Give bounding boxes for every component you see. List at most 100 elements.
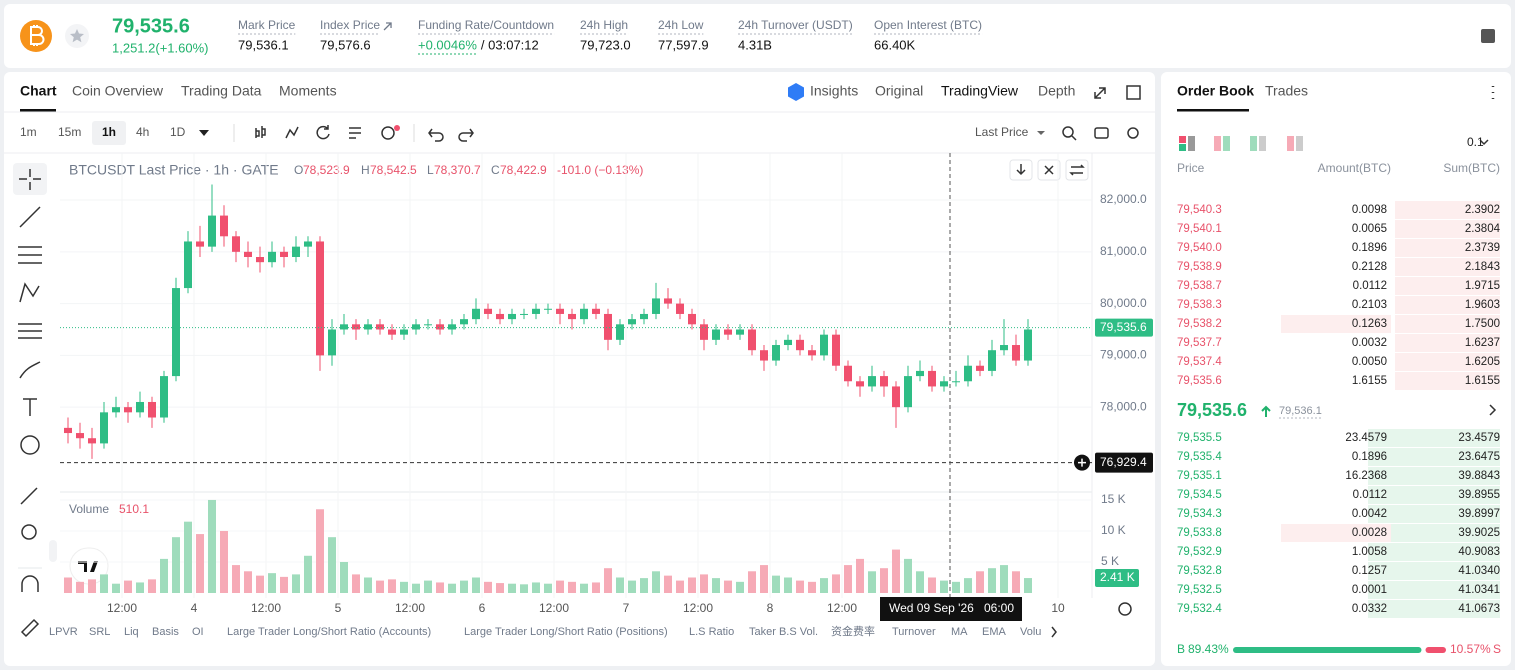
ob-price[interactable]: 79,537.7 (1177, 337, 1222, 349)
icon[interactable] (1214, 136, 1221, 151)
candles-icon[interactable] (255, 126, 266, 138)
ob-price[interactable]: 79,532.9 (1177, 546, 1222, 558)
dropdown-arrow[interactable] (199, 130, 209, 136)
add-icon[interactable] (381, 126, 395, 140)
stat-label[interactable]: Mark Price (238, 18, 296, 32)
indicator[interactable]: L.S Ratio (689, 626, 734, 638)
ob-price[interactable]: 79,532.5 (1177, 584, 1222, 596)
ob-price[interactable]: 79,535.1 (1177, 470, 1222, 482)
ob-price[interactable]: 79,535.4 (1177, 451, 1222, 463)
ob-price[interactable]: 79,535.5 (1177, 432, 1222, 444)
scroll-arrow[interactable] (1051, 626, 1057, 638)
stat-label[interactable]: Index Price (320, 18, 380, 32)
ob-price[interactable]: 79,540.0 (1177, 242, 1222, 254)
undo-icon[interactable] (428, 128, 444, 142)
indicator[interactable]: EMA (982, 626, 1007, 638)
ruler-tool[interactable] (20, 487, 38, 505)
emoji-tool[interactable] (20, 435, 40, 455)
collapse-handle[interactable] (49, 540, 57, 562)
brush-tool[interactable] (19, 361, 41, 379)
indicator[interactable]: Liq (124, 626, 139, 638)
indicator[interactable]: Basis (152, 626, 179, 638)
interval[interactable]: 15m (58, 125, 81, 139)
indicator[interactable]: 资金费率 (831, 624, 875, 638)
toolbar-icons (255, 125, 1139, 142)
view-tab[interactable]: Insights (810, 83, 858, 99)
button[interactable] (1065, 159, 1089, 181)
indicator[interactable]: Taker B.S Vol. (749, 626, 818, 638)
indicator[interactable]: LPVR (49, 626, 78, 638)
stat-label[interactable]: Funding Rate/Countdown (418, 18, 554, 32)
interval[interactable]: 1h (102, 125, 116, 139)
icon[interactable] (1250, 136, 1257, 151)
magnet-tool[interactable] (21, 575, 39, 592)
window-icon[interactable] (1126, 85, 1141, 100)
icon[interactable] (1179, 136, 1186, 143)
expand-icon[interactable] (1094, 87, 1106, 99)
indicator[interactable]: Large Trader Long/Short Ratio (Accounts) (227, 626, 431, 638)
edit-tool[interactable] (20, 618, 40, 638)
ob-price[interactable]: 79,532.8 (1177, 565, 1222, 577)
crosshair-tool[interactable] (19, 169, 41, 190)
ob-tab[interactable]: Order Book (1177, 83, 1254, 99)
ob-price[interactable]: 79,534.5 (1177, 489, 1222, 501)
ob-price[interactable]: 79,534.3 (1177, 508, 1222, 520)
template-icon[interactable] (349, 127, 361, 139)
redo-icon[interactable] (458, 128, 474, 142)
view-tab[interactable]: Original (875, 83, 923, 99)
pattern-tool[interactable] (19, 282, 40, 303)
icon[interactable] (1287, 136, 1294, 151)
camera-icon[interactable] (1094, 127, 1109, 139)
ob-price[interactable]: 79,538.2 (1177, 318, 1222, 330)
ai-icon[interactable] (788, 83, 804, 101)
chart-tab[interactable]: Trading Data (181, 83, 262, 99)
interval[interactable]: 1D (170, 125, 186, 139)
stat-label[interactable]: 24h Low (658, 18, 704, 32)
ob-price[interactable]: 79,538.9 (1177, 261, 1222, 273)
stat-label[interactable]: 24h Turnover (USDT) (738, 18, 853, 32)
chevron[interactable] (1489, 404, 1497, 416)
step-dropdown[interactable] (1479, 139, 1489, 146)
step[interactable]: 0.1 (1467, 135, 1484, 149)
amount-highlight (1281, 524, 1391, 542)
text-tool[interactable] (23, 398, 37, 416)
indicator[interactable]: OI (192, 626, 204, 638)
trendline-tool[interactable] (19, 206, 41, 228)
ob-price[interactable]: 79,540.3 (1177, 204, 1222, 216)
view-tab[interactable]: TradingView (941, 83, 1019, 99)
ob-amount: 0.0050 (1352, 356, 1387, 368)
ob-price[interactable]: 79,533.8 (1177, 527, 1222, 539)
indicator[interactable]: Turnover (892, 626, 936, 638)
ob-price[interactable]: 79,538.7 (1177, 280, 1222, 292)
projection-tool[interactable] (18, 323, 42, 339)
notes-icon[interactable] (1481, 29, 1495, 43)
chart-tab[interactable]: Moments (279, 83, 337, 99)
indicator-icon[interactable] (285, 126, 299, 139)
ob-price[interactable]: 79,535.6 (1177, 375, 1222, 387)
replay-icon[interactable] (316, 125, 330, 140)
stat-label[interactable]: 24h High (580, 18, 628, 32)
price-type[interactable]: Last Price (975, 125, 1029, 139)
ob-price[interactable]: 79,532.4 (1177, 603, 1222, 615)
icon[interactable] (1179, 144, 1186, 151)
dropdown-arrow[interactable] (1037, 131, 1045, 135)
chart-tab[interactable]: Chart (20, 83, 57, 99)
indicator[interactable]: MA (951, 626, 968, 638)
indicator[interactable]: SRL (89, 626, 110, 638)
ob-tab[interactable]: Trades (1265, 83, 1308, 99)
view-tab[interactable]: Depth (1038, 83, 1075, 99)
search-icon[interactable] (1062, 126, 1074, 138)
chart-tab[interactable]: Coin Overview (72, 83, 164, 99)
ob-price[interactable]: 79,540.1 (1177, 223, 1222, 235)
ob-price[interactable]: 79,537.4 (1177, 356, 1222, 368)
stat-label[interactable]: Open Interest (BTC) (874, 18, 982, 32)
indicator[interactable]: Large Trader Long/Short Ratio (Positions… (464, 626, 668, 638)
indicator[interactable]: Volu (1020, 626, 1041, 638)
fib-tool[interactable] (18, 246, 42, 264)
interval[interactable]: 1m (20, 125, 37, 139)
zoom-tool[interactable] (21, 524, 37, 540)
settings-icon[interactable] (1127, 127, 1139, 139)
interval[interactable]: 4h (136, 125, 149, 139)
axis-settings[interactable] (1118, 602, 1132, 616)
ob-price[interactable]: 79,538.3 (1177, 299, 1222, 311)
